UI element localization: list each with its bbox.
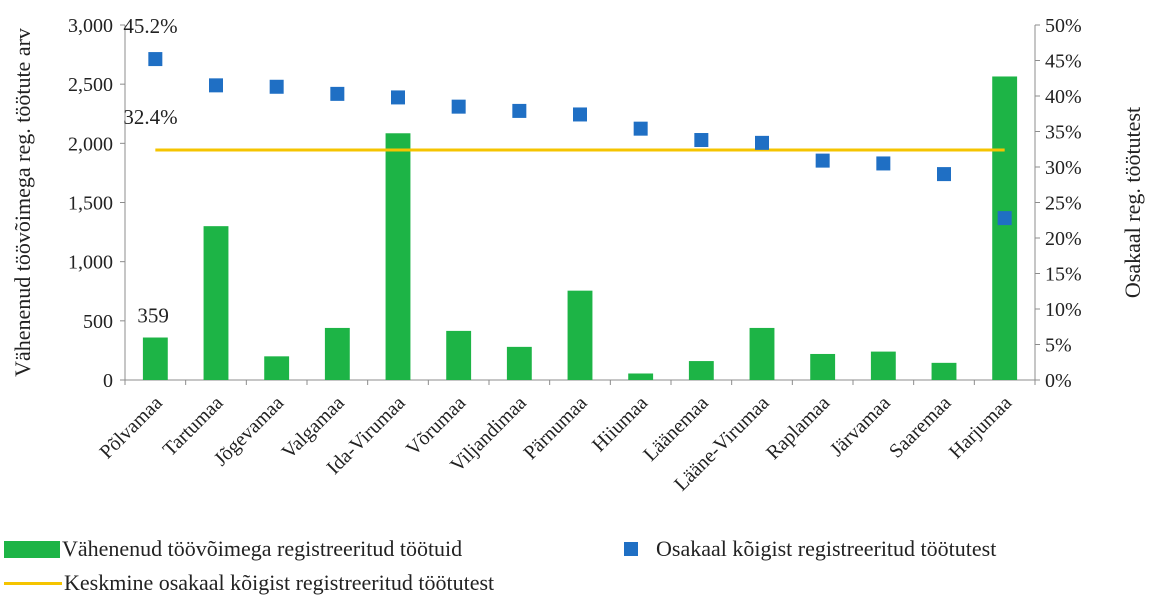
y2-tick-label: 45% xyxy=(1045,51,1082,73)
y2-tick-label: 50% xyxy=(1045,15,1082,37)
bar xyxy=(567,290,593,380)
y-tick-label: 1,500 xyxy=(68,193,113,215)
marker-point xyxy=(451,99,466,114)
y2-tick-label: 20% xyxy=(1045,228,1082,250)
y2-tick-label: 30% xyxy=(1045,157,1082,179)
y2-tick-label: 5% xyxy=(1045,335,1072,357)
bar xyxy=(931,362,957,380)
x-tick-label: Harjumaa xyxy=(945,392,1016,463)
y2-tick-label: 35% xyxy=(1045,122,1082,144)
bar xyxy=(203,226,229,380)
y-tick-label: 1,000 xyxy=(68,252,113,274)
marker-point xyxy=(330,86,345,101)
y2-tick-label: 25% xyxy=(1045,193,1082,215)
bar xyxy=(446,330,472,380)
annotation-first-bar: 359 xyxy=(137,304,169,328)
bar xyxy=(628,373,654,380)
legend-swatch-marker xyxy=(624,542,638,556)
marker-point xyxy=(633,121,648,136)
marker-point xyxy=(997,211,1012,226)
marker-point xyxy=(937,167,951,182)
marker-point xyxy=(755,135,769,150)
bar xyxy=(810,353,836,380)
x-tick-label: Raplamaa xyxy=(762,392,834,464)
legend-item-markers: Osakaal kõigist registreeritud töötutest xyxy=(624,536,996,562)
y-tick-label: 500 xyxy=(83,311,113,333)
legend-swatch-line xyxy=(4,581,62,585)
bar xyxy=(324,327,350,380)
legend-swatch-bar xyxy=(4,540,60,558)
x-tick-label: Põlvamaa xyxy=(96,392,167,463)
y2-axis-title: Osakaal reg. töötutest xyxy=(1120,107,1145,298)
y-tick-label: 0 xyxy=(103,370,113,392)
x-tick-label: Pärnumaa xyxy=(519,392,591,464)
marker-point xyxy=(876,156,891,171)
legend-label-line: Keskmine osakaal kõigist registreeritud … xyxy=(64,570,495,595)
marker-point xyxy=(391,90,405,105)
annotation-first-share: 45.2% xyxy=(123,14,177,38)
bar xyxy=(142,337,168,380)
bar xyxy=(870,351,896,380)
marker-point xyxy=(694,133,709,148)
marker-point xyxy=(209,78,223,93)
legend-item-line: Keskmine osakaal kõigist registreeritud … xyxy=(4,570,494,596)
marker-point xyxy=(512,103,527,118)
bar xyxy=(506,346,532,380)
marker-point xyxy=(573,107,587,122)
bar xyxy=(992,76,1018,380)
legend-label-markers: Osakaal kõigist registreeritud töötutest xyxy=(656,536,997,561)
legend-label-bars: Vähenenud töövõimega registreeritud tööt… xyxy=(62,536,463,561)
y-tick-label: 3,000 xyxy=(68,15,113,37)
bar xyxy=(385,133,411,380)
marker-point xyxy=(269,79,284,94)
markers xyxy=(148,52,1012,226)
x-tick-label: Järvamaa xyxy=(826,392,895,461)
annotations: 45.2% 32.4% 359 xyxy=(123,14,177,327)
bar xyxy=(264,356,290,380)
y2-tick-label: 40% xyxy=(1045,86,1082,108)
bars xyxy=(142,76,1018,380)
y-tick-label: 2,500 xyxy=(68,74,113,96)
y-axis-title: Vähenenud töövõimega reg. töötute arv xyxy=(10,28,35,377)
x-tick-label: Saaremaa xyxy=(885,392,956,463)
legend-item-bars: Vähenenud töövõimega registreeritud tööt… xyxy=(4,536,462,562)
bar xyxy=(749,327,775,380)
annotation-average: 32.4% xyxy=(123,105,177,129)
y2-tick-label: 15% xyxy=(1045,264,1082,286)
y-tick-label: 2,000 xyxy=(68,133,113,155)
y2-tick-label: 10% xyxy=(1045,299,1082,321)
marker-point xyxy=(148,52,163,67)
marker-point xyxy=(815,153,830,168)
y2-tick-label: 0% xyxy=(1045,370,1072,392)
bar xyxy=(688,361,714,380)
